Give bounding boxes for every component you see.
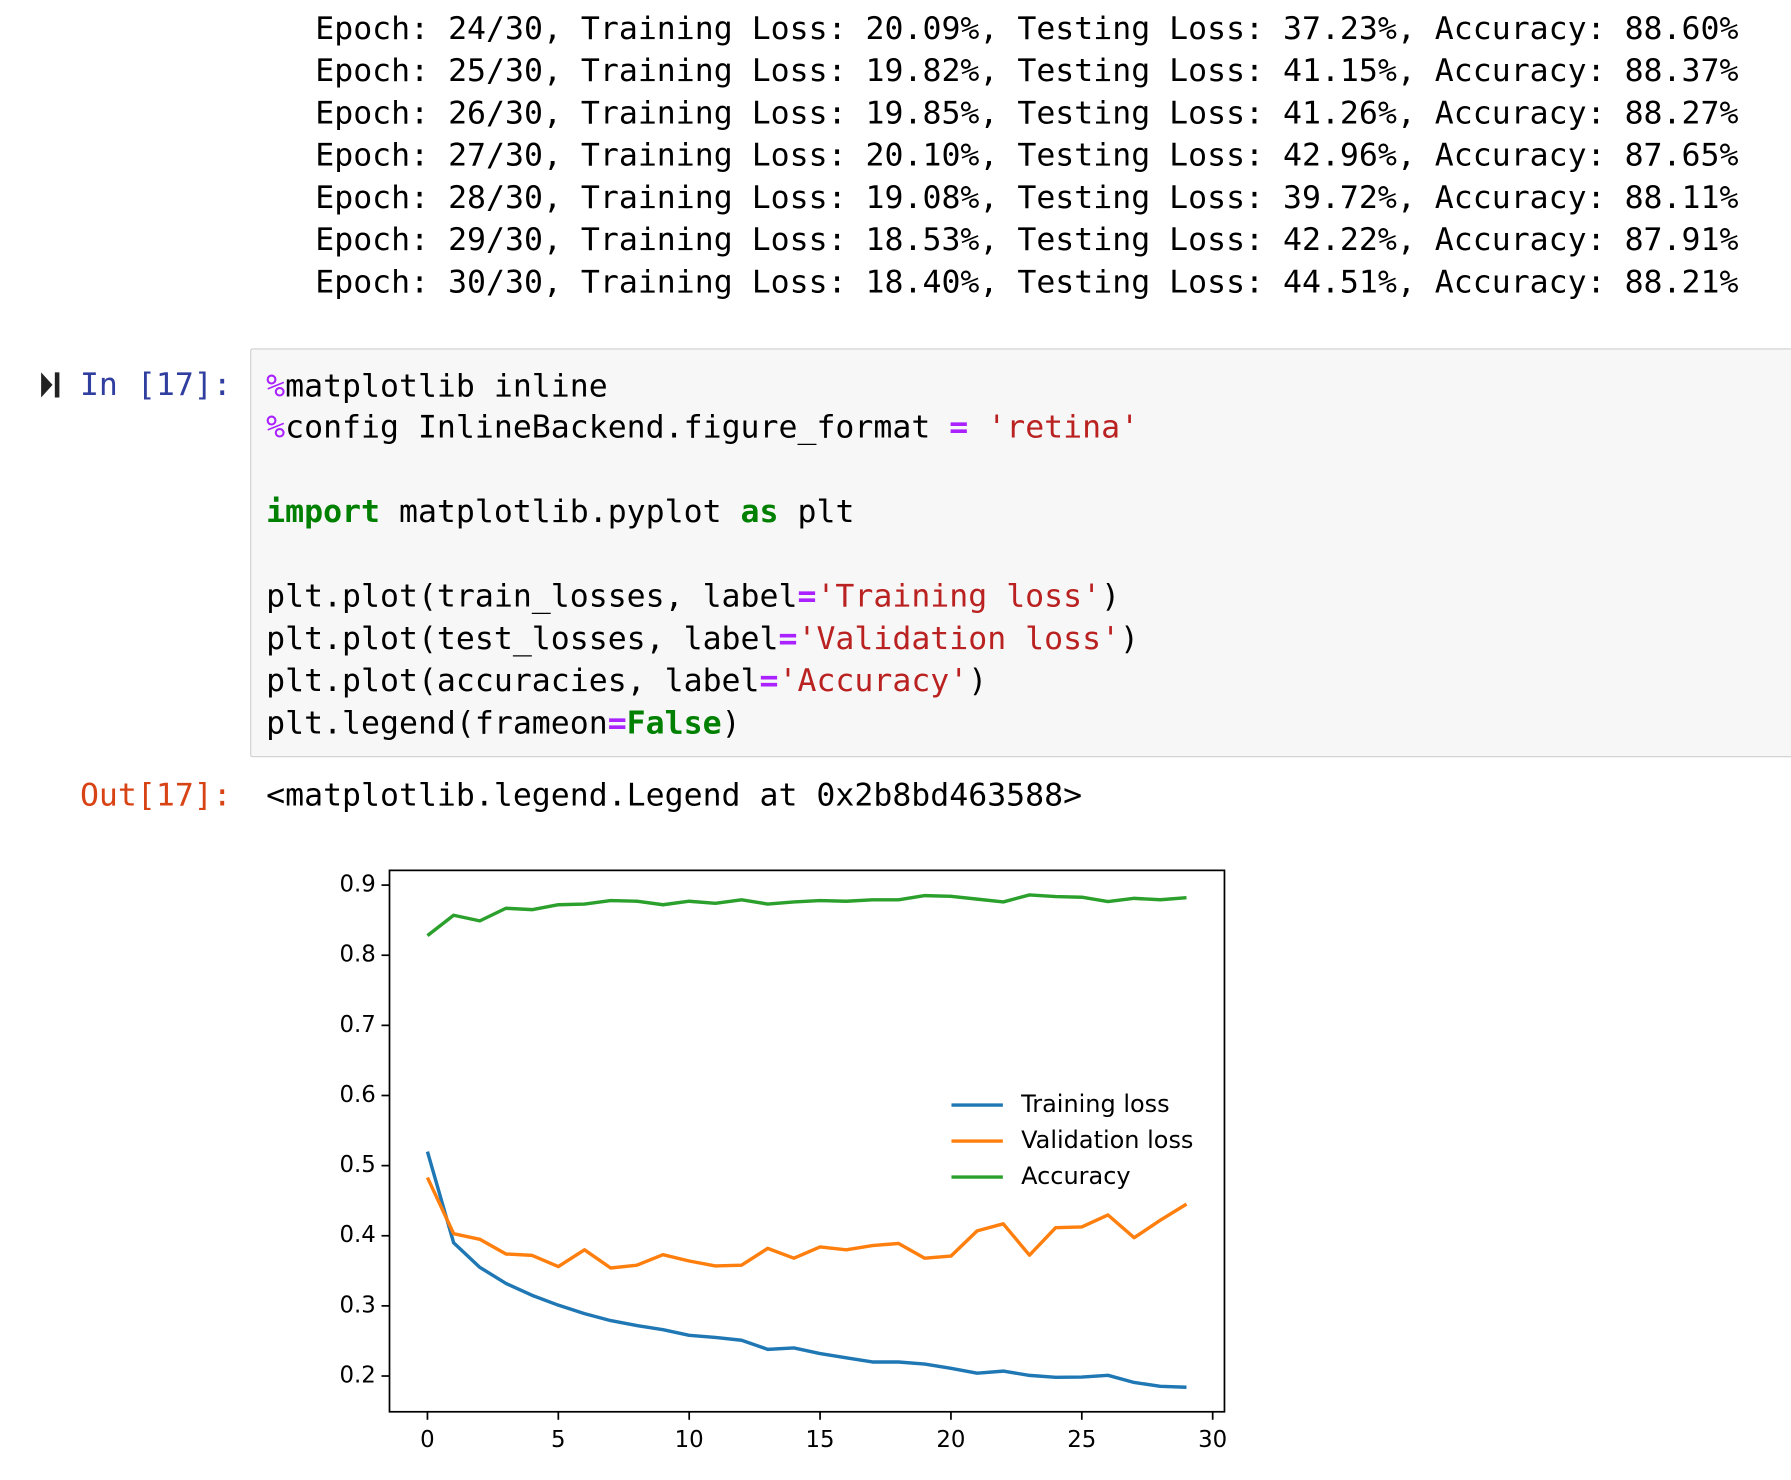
- y-tick-label: 0.2: [339, 1363, 375, 1389]
- output-line: Epoch: 24/30, Training Loss: 20.09%, Tes…: [315, 8, 1739, 47]
- output-line: Epoch: 25/30, Training Loss: 19.82%, Tes…: [315, 50, 1739, 89]
- code-token: plt: [778, 492, 855, 531]
- x-tick-label: 5: [551, 1427, 566, 1453]
- y-tick-label: 0.7: [339, 1012, 375, 1038]
- series-line: [425, 1176, 1188, 1270]
- series-line: [425, 1151, 1187, 1389]
- code-token: plt.legend(frameon: [266, 703, 608, 741]
- out-prompt: Out[17]:: [79, 775, 232, 814]
- y-tick-label: 0.5: [339, 1152, 375, 1178]
- code-token: config InlineBackend.figure_format: [285, 408, 950, 446]
- output-line: Epoch: 29/30, Training Loss: 18.53%, Tes…: [315, 219, 1739, 258]
- output-line: Epoch: 26/30, Training Loss: 19.85%, Tes…: [315, 93, 1739, 131]
- code-line: plt.legend(frameon=False): [266, 701, 740, 743]
- code-token: ): [968, 661, 988, 699]
- x-tick-label: 0: [420, 1427, 435, 1453]
- code-token: 'Accuracy': [778, 661, 969, 699]
- output-line: Epoch: 27/30, Training Loss: 20.10%, Tes…: [315, 135, 1739, 174]
- x-tick-label: 10: [675, 1427, 704, 1453]
- x-tick-label: 15: [806, 1427, 835, 1453]
- code-token: =: [797, 576, 817, 615]
- code-token: matplotlib inline: [285, 366, 608, 404]
- plot-frame: [388, 869, 1226, 1413]
- code-token: ): [721, 703, 741, 741]
- code-token: 'Validation loss': [797, 618, 1121, 657]
- code-line: plt.plot(accuracies, label='Accuracy'): [266, 659, 987, 701]
- output-text: <matplotlib.legend.Legend at 0x2b8bd4635…: [266, 775, 1083, 814]
- code-token: =: [949, 408, 969, 446]
- code-token: =: [607, 703, 627, 741]
- code-token: plt.plot(test_losses, label: [266, 618, 779, 657]
- code-token: False: [626, 703, 722, 741]
- code-token: =: [759, 661, 779, 699]
- code-token: 'Training loss': [816, 576, 1102, 615]
- code-token: 'retina': [987, 408, 1140, 446]
- y-tick-label: 0.9: [339, 872, 375, 898]
- legend-label: Validation loss: [1021, 1126, 1193, 1154]
- code-line: %config InlineBackend.figure_format = 'r…: [266, 406, 1139, 448]
- run-indicator[interactable]: [40, 370, 63, 400]
- legend-label: Training loss: [1020, 1090, 1170, 1118]
- legend-label: Accuracy: [1021, 1162, 1130, 1190]
- output-line: Epoch: 30/30, Training Loss: 18.40%, Tes…: [315, 262, 1739, 300]
- code-token: matplotlib.pyplot: [380, 492, 741, 531]
- in-prompt: In [17]:: [79, 365, 232, 404]
- code-line: plt.plot(test_losses, label='Validation …: [266, 617, 1139, 659]
- y-tick-label: 0.3: [339, 1292, 375, 1318]
- code-token: [968, 408, 987, 446]
- code-token: plt.plot(accuracies, label: [266, 661, 760, 699]
- code-token: %: [266, 366, 286, 404]
- output-line: Epoch: 28/30, Training Loss: 19.08%, Tes…: [315, 177, 1739, 216]
- code-token: import: [266, 492, 381, 531]
- code-token: as: [740, 492, 779, 531]
- y-tick-label: 0.4: [339, 1222, 375, 1248]
- code-line: import matplotlib.pyplot as plt: [266, 490, 854, 532]
- code-token: plt.plot(train_losses, label: [266, 576, 798, 615]
- code-line: plt.plot(train_losses, label='Training l…: [266, 575, 1120, 617]
- x-tick-label: 20: [936, 1427, 965, 1453]
- y-tick-label: 0.6: [339, 1082, 375, 1108]
- code-token: ): [1101, 576, 1121, 615]
- x-tick-label: 25: [1067, 1427, 1096, 1453]
- code-cell[interactable]: [250, 348, 1791, 758]
- x-tick-label: 30: [1198, 1427, 1227, 1453]
- series-line: [426, 893, 1187, 937]
- code-line: %matplotlib inline: [266, 364, 608, 406]
- y-tick-label: 0.8: [339, 942, 375, 968]
- code-token: ): [1120, 618, 1140, 657]
- code-token: %: [266, 408, 286, 446]
- code-token: =: [778, 618, 798, 657]
